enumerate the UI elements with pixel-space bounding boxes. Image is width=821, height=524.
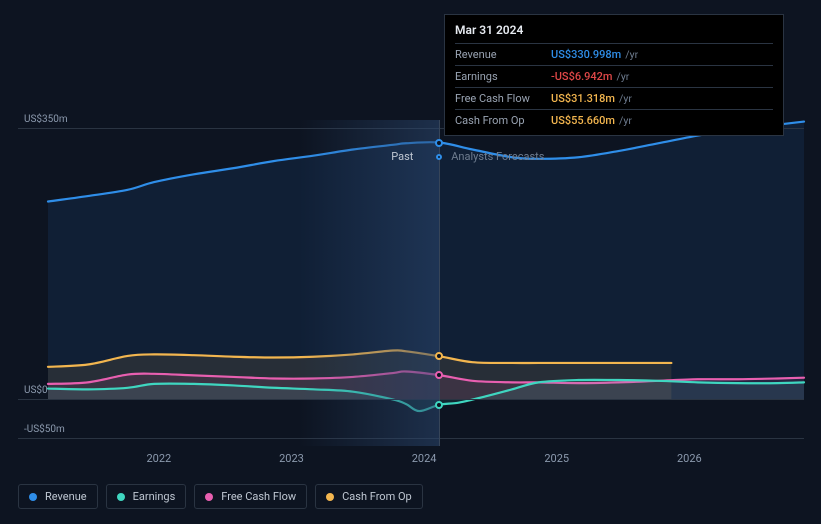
tooltip-row-unit: /yr bbox=[619, 92, 632, 105]
tooltip-row: Earnings-US$6.942m/yr bbox=[455, 65, 773, 87]
tooltip-row-value: US$330.998m bbox=[551, 48, 621, 61]
tooltip-rows: RevenueUS$330.998m/yrEarnings-US$6.942m/… bbox=[455, 43, 773, 131]
past-label: Past bbox=[391, 150, 413, 163]
forecast-label: Analysts Forecasts bbox=[451, 150, 544, 163]
tooltip-row-unit: /yr bbox=[617, 70, 630, 83]
legend: Revenue Earnings Free Cash Flow Cash From O… bbox=[18, 484, 423, 509]
x-axis-labels: 2022 2023 2024 2025 2026 bbox=[18, 452, 804, 466]
series-marker-cash_from_op bbox=[435, 352, 443, 360]
series-marker-free_cash_flow bbox=[435, 371, 443, 379]
legend-dot bbox=[29, 493, 37, 501]
series-marker-earnings bbox=[435, 401, 443, 409]
tooltip-date: Mar 31 2024 bbox=[455, 23, 773, 43]
legend-label: Revenue bbox=[45, 490, 87, 503]
indicator-dot bbox=[436, 154, 442, 160]
y-axis-label: -US$50m bbox=[24, 424, 65, 435]
legend-item-free-cash-flow[interactable]: Free Cash Flow bbox=[194, 484, 307, 509]
series-marker-revenue bbox=[435, 139, 443, 147]
tooltip-row: RevenueUS$330.998m/yr bbox=[455, 43, 773, 65]
tooltip-row-value: US$55.660m bbox=[551, 114, 615, 127]
legend-label: Free Cash Flow bbox=[221, 490, 296, 503]
tooltip-row-label: Revenue bbox=[455, 48, 551, 61]
y-axis-label: US$0 bbox=[24, 385, 48, 396]
legend-dot bbox=[117, 493, 125, 501]
tooltip-row: Cash From OpUS$55.660m/yr bbox=[455, 109, 773, 131]
gridline bbox=[18, 399, 804, 400]
tooltip-row-label: Cash From Op bbox=[455, 114, 551, 127]
x-axis-label: 2025 bbox=[544, 452, 569, 465]
legend-item-earnings[interactable]: Earnings bbox=[106, 484, 187, 509]
legend-item-cash-from-op[interactable]: Cash From Op bbox=[315, 484, 423, 509]
gridline bbox=[18, 438, 804, 439]
legend-item-revenue[interactable]: Revenue bbox=[18, 484, 98, 509]
y-axis-label: US$350m bbox=[24, 114, 68, 125]
tooltip-row-unit: /yr bbox=[625, 48, 638, 61]
x-axis-label: 2026 bbox=[677, 452, 702, 465]
tooltip-row-label: Free Cash Flow bbox=[455, 92, 551, 105]
legend-label: Cash From Op bbox=[342, 490, 412, 503]
tooltip-row-unit: /yr bbox=[619, 114, 632, 127]
tooltip-row-value: -US$6.942m bbox=[551, 70, 613, 83]
tooltip-row-label: Earnings bbox=[455, 70, 551, 83]
indicator-line bbox=[439, 120, 440, 446]
x-axis-label: 2024 bbox=[412, 452, 437, 465]
tooltip-row: Free Cash FlowUS$31.318m/yr bbox=[455, 87, 773, 109]
x-axis-label: 2022 bbox=[146, 452, 171, 465]
legend-dot bbox=[326, 493, 334, 501]
x-axis-label: 2023 bbox=[279, 452, 304, 465]
tooltip-row-value: US$31.318m bbox=[551, 92, 615, 105]
tooltip-panel: Mar 31 2024 RevenueUS$330.998m/yrEarning… bbox=[444, 14, 784, 136]
legend-label: Earnings bbox=[133, 490, 176, 503]
legend-dot bbox=[205, 493, 213, 501]
